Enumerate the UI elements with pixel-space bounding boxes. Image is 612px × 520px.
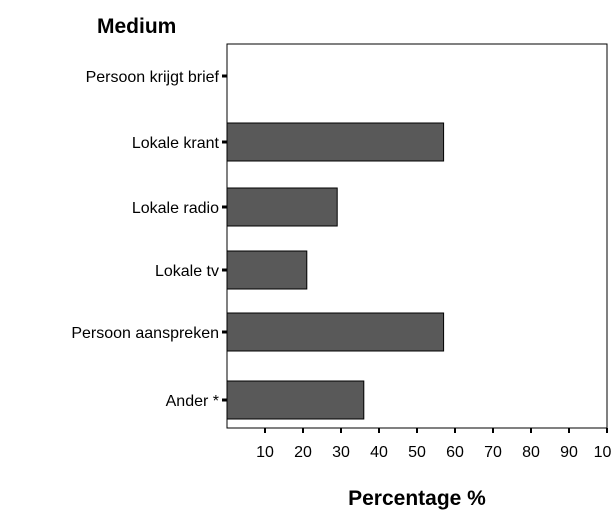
plot-frame — [226, 43, 608, 429]
bar — [226, 187, 338, 227]
bar — [226, 312, 445, 352]
y-tick-label: Lokale krant — [132, 135, 220, 152]
x-axis-title: Percentage % — [348, 487, 486, 510]
x-tick-label: 90 — [560, 444, 578, 461]
bar — [226, 380, 365, 420]
y-ticks: Persoon krijgt brief Lokale krant Lokale r… — [71, 69, 227, 410]
bar — [226, 122, 445, 162]
y-tick-label: Lokale tv — [155, 263, 219, 280]
x-tick-label: 20 — [294, 444, 312, 461]
y-tick-label: Persoon aanspreken — [71, 325, 219, 342]
x-tick-label: 80 — [522, 444, 540, 461]
y-tick-label: Persoon krijgt brief — [86, 69, 220, 86]
y-tick-label: Lokale radio — [132, 200, 219, 217]
x-tick-label: 40 — [370, 444, 388, 461]
bars-group — [226, 122, 445, 420]
x-tick-label: 50 — [408, 444, 426, 461]
bar — [226, 250, 308, 290]
y-axis-title: Medium — [97, 15, 176, 38]
x-tick-label: 10 — [256, 444, 274, 461]
y-tick-label: Ander * — [166, 393, 219, 410]
x-tick-label: 60 — [446, 444, 464, 461]
x-tick-label: 70 — [484, 444, 502, 461]
x-ticks: 10 20 30 40 50 60 70 80 90 100 — [256, 428, 612, 461]
x-tick-label: 30 — [332, 444, 350, 461]
x-tick-label: 100 — [594, 444, 612, 461]
